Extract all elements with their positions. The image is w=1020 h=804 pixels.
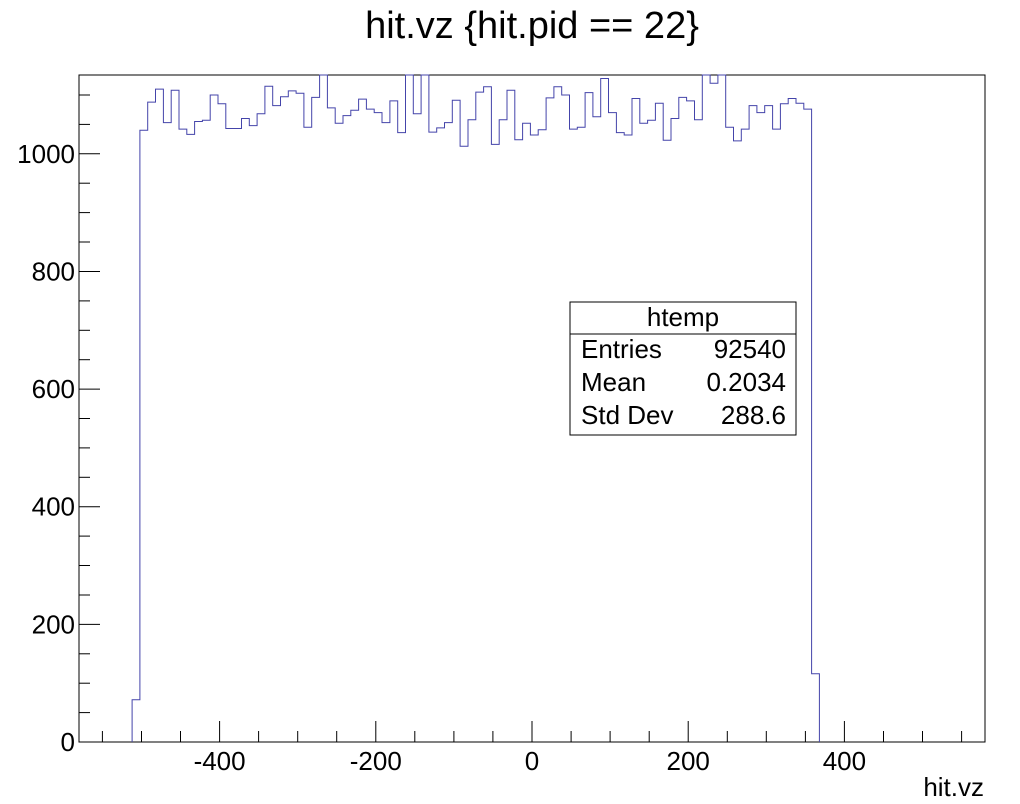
x-tick-label: 0	[525, 746, 539, 776]
stats-entries-label: Entries	[581, 334, 662, 364]
axis-ticks	[79, 94, 963, 743]
stats-mean-label: Mean	[581, 367, 646, 397]
x-tick-label: -400	[194, 746, 246, 776]
histogram-series-line	[131, 74, 820, 742]
x-axis-label: hit.vz	[923, 772, 984, 802]
stats-entries-value: 92540	[714, 334, 786, 364]
stats-mean-value: 0.2034	[706, 367, 786, 397]
x-tick-label: -200	[350, 746, 402, 776]
stats-box-frame	[569, 301, 797, 436]
stats-stddev-label: Std Dev	[581, 400, 674, 430]
stats-box: htemp Entries 92540 Mean 0.2034 Std Dev …	[569, 301, 797, 436]
x-tick-label: 400	[823, 746, 866, 776]
stats-stddev-value: 288.6	[721, 400, 786, 430]
x-tick-label: 200	[667, 746, 710, 776]
stats-box-title: htemp	[647, 302, 719, 332]
tick-labels: -400 -200 0 200 400 0 200 400 600 800 1000	[17, 139, 866, 776]
y-tick-label: 400	[32, 492, 75, 522]
y-tick-label: 600	[32, 374, 75, 404]
plot-frame	[78, 74, 986, 743]
y-tick-label: 1000	[17, 139, 75, 169]
y-tick-label: 200	[32, 609, 75, 639]
y-tick-label: 0	[61, 727, 75, 757]
y-tick-label: 800	[32, 257, 75, 287]
chart-title: hit.vz {hit.pid == 22}	[365, 5, 699, 47]
